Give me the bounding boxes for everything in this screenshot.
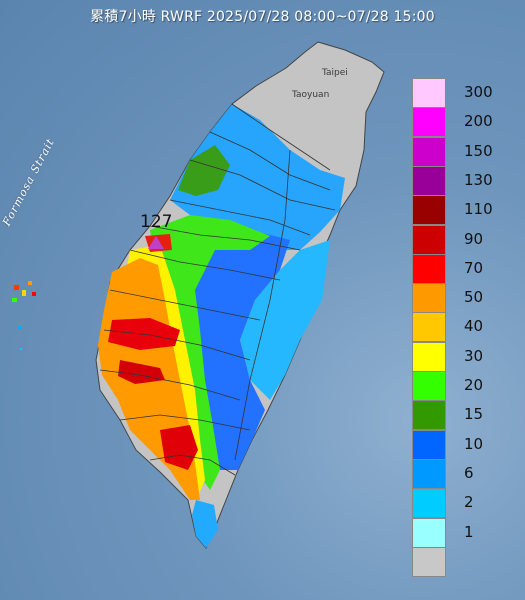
rain-zone-green: [150, 215, 270, 490]
legend-swatch: [412, 165, 446, 196]
legend-label: 1: [464, 522, 474, 541]
city-label-taipei: Taipei: [322, 68, 348, 78]
rain-zone-south-tip: [192, 500, 218, 548]
max-rainfall-value: 127: [140, 212, 173, 232]
legend-label: 130: [464, 170, 493, 189]
legend-label: 40: [464, 317, 484, 336]
rain-zone-blue: [170, 230, 290, 470]
map-title: 累積7小時 RWRF 2025/07/28 08:00~07/28 15:00: [90, 9, 435, 25]
legend-label: 30: [464, 346, 484, 365]
rain-zone-cyan-east: [240, 240, 330, 400]
legend-swatch: [412, 283, 446, 314]
legend-swatch: [412, 195, 446, 226]
legend-label: 6: [464, 463, 474, 482]
legend-swatch: [412, 517, 446, 548]
legend-label: 15: [464, 405, 484, 424]
legend-label: 10: [464, 434, 484, 453]
legend-swatch: [412, 400, 446, 431]
city-label-taoyuan: Taoyuan: [292, 90, 330, 100]
county-boundaries: [99, 103, 336, 476]
legend-swatch: [412, 78, 446, 108]
legend-swatch: [412, 224, 446, 255]
legend-swatch: [412, 458, 446, 489]
rain-zone-light: [170, 104, 345, 250]
legend-swatch: [412, 136, 446, 167]
legend-swatch: [412, 488, 446, 519]
legend-swatch: [412, 371, 446, 401]
legend-swatch: [412, 546, 446, 577]
legend-swatch: [412, 341, 446, 372]
rain-zone-green-north: [178, 145, 230, 196]
legend-label: 2: [464, 493, 474, 512]
rain-zone-red-3: [160, 425, 198, 470]
legend-label: 90: [464, 229, 484, 248]
legend-label: 300: [464, 83, 493, 101]
legend-label: 150: [464, 141, 493, 160]
legend-label: 110: [464, 200, 493, 219]
legend-swatch: [412, 312, 446, 343]
max-rainfall-marker-icon: [148, 236, 164, 249]
legend-label: 200: [464, 112, 493, 131]
legend-label: 20: [464, 376, 484, 394]
strait-echoes: [12, 281, 36, 350]
legend-swatch: [412, 253, 446, 284]
legend-swatch: [412, 107, 446, 138]
legend-label: 50: [464, 288, 484, 307]
legend-label: 70: [464, 258, 484, 277]
legend-swatch: [412, 429, 446, 460]
